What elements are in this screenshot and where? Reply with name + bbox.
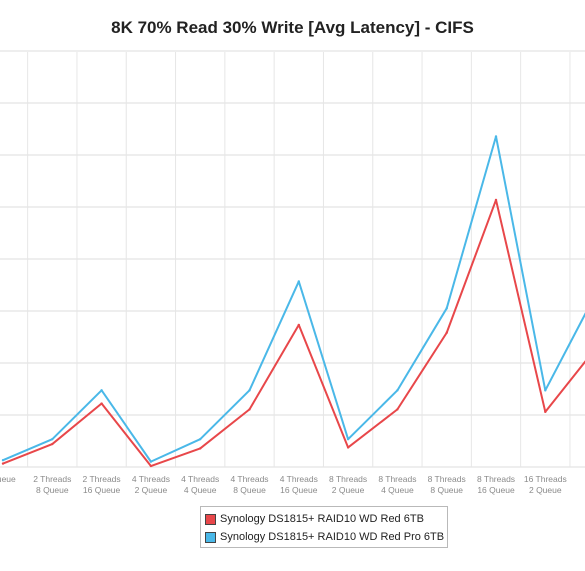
chart-legend: Synology DS1815+ RAID10 WD Red 6TB Synol… (200, 506, 448, 548)
data-point-1-1 (51, 437, 54, 441)
data-point-1-8 (396, 389, 399, 392)
chart-title: 8K 70% Read 30% Write [Avg Latency] - CI… (111, 18, 474, 37)
data-point-0-0 (1, 462, 5, 465)
x-tick-label-8-1: 4 Queue (381, 485, 414, 495)
x-tick-label-9-1: 8 Queue (430, 485, 463, 495)
legend-label-red-6tb: Synology DS1815+ RAID10 WD Red 6TB (220, 513, 424, 525)
x-tick-label-7-0: 8 Threads (329, 474, 367, 484)
legend-item-red-6tb[interactable]: Synology DS1815+ RAID10 WD Red 6TB (205, 510, 424, 528)
data-point-1-10 (494, 135, 498, 138)
data-point-1-0 (1, 458, 5, 462)
data-point-0-8 (396, 408, 399, 411)
data-point-1-2 (100, 389, 103, 392)
data-point-0-2 (100, 402, 103, 405)
data-point-0-7 (346, 446, 350, 449)
data-point-1-9 (445, 307, 448, 310)
x-tick-label-6-1: 16 Queue (280, 485, 318, 495)
series-line-0 (2, 198, 585, 468)
data-point-1-11 (544, 389, 547, 392)
data-point-1-7 (346, 437, 350, 441)
legend-swatch-red-pro-6tb (205, 531, 216, 543)
x-tick-label-0-0: Queue (0, 474, 16, 484)
data-point-1-6 (297, 280, 300, 283)
x-tick-label-4-0: 4 Threads (181, 474, 219, 484)
legend-swatch-red-6tb (205, 513, 216, 525)
x-tick-label-7-1: 2 Queue (332, 485, 365, 495)
x-tick-label-6-0: 4 Threads (280, 474, 318, 484)
data-point-1-5 (248, 389, 251, 392)
x-tick-label-9-0: 8 Threads (428, 474, 466, 484)
x-tick-label-11-0: 16 Threads (524, 474, 567, 484)
x-tick-label-2-0: 2 Threads (83, 474, 121, 484)
x-tick-label-2-1: 16 Queue (83, 485, 121, 495)
data-point-0-9 (445, 331, 448, 334)
x-tick-label-5-1: 8 Queue (233, 485, 266, 495)
x-tick-label-3-0: 4 Threads (132, 474, 170, 484)
x-tick-label-1-1: 8 Queue (36, 485, 69, 495)
x-tick-label-4-1: 4 Queue (184, 485, 217, 495)
x-tick-label-8-0: 8 Threads (378, 474, 416, 484)
data-point-0-11 (544, 410, 547, 414)
x-tick-label-10-1: 16 Queue (477, 485, 515, 495)
data-point-1-3 (149, 460, 153, 463)
legend-item-red-pro-6tb[interactable]: Synology DS1815+ RAID10 WD Red Pro 6TB (205, 528, 444, 546)
x-tick-label-11-1: 2 Queue (529, 485, 562, 495)
x-tick-label-10-0: 8 Threads (477, 474, 515, 484)
data-point-1-4 (199, 437, 202, 441)
x-tick-label-1-0: 2 Threads (33, 474, 71, 484)
x-tick-label-5-0: 4 Threads (230, 474, 268, 484)
data-point-0-5 (248, 408, 251, 411)
data-point-0-1 (51, 442, 54, 446)
legend-label-red-pro-6tb: Synology DS1815+ RAID10 WD Red Pro 6TB (220, 531, 445, 543)
data-point-0-6 (297, 323, 300, 327)
data-point-0-4 (199, 447, 202, 450)
data-point-0-10 (494, 198, 498, 202)
x-tick-label-3-1: 2 Queue (135, 485, 168, 495)
data-point-0-3 (149, 464, 153, 468)
